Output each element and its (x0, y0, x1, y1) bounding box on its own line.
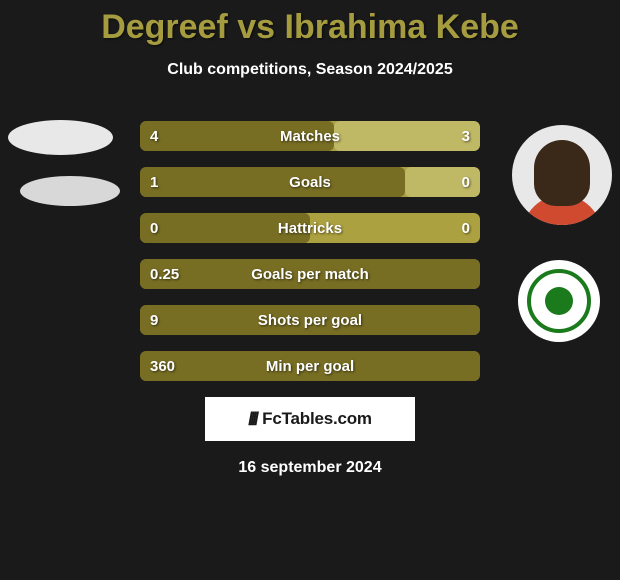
stats-section: 4Matches31Goals00Hattricks00.25Goals per… (0, 79, 620, 477)
stat-value-right: 3 (462, 121, 470, 151)
brand-text: FcTables.com (262, 409, 372, 429)
stat-row: 0.25Goals per match (140, 259, 480, 289)
stat-label: Min per goal (140, 351, 480, 381)
brand-wave-icon: //// (248, 409, 256, 430)
stat-label: Shots per goal (140, 305, 480, 335)
footer-brand: //// FcTables.com (205, 397, 415, 441)
stat-value-right: 0 (462, 213, 470, 243)
stats-bars: 4Matches31Goals00Hattricks00.25Goals per… (140, 99, 480, 381)
stat-label: Hattricks (140, 213, 480, 243)
page-subtitle: Club competitions, Season 2024/2025 (0, 61, 620, 79)
stat-row: 1Goals0 (140, 167, 480, 197)
stat-label: Matches (140, 121, 480, 151)
stat-row: 9Shots per goal (140, 305, 480, 335)
stat-row: 4Matches3 (140, 121, 480, 151)
stat-row: 360Min per goal (140, 351, 480, 381)
stat-label: Goals per match (140, 259, 480, 289)
page-title: Degreef vs Ibrahima Kebe (0, 0, 620, 47)
stat-label: Goals (140, 167, 480, 197)
stat-row: 0Hattricks0 (140, 213, 480, 243)
stat-value-right: 0 (462, 167, 470, 197)
footer-date: 16 september 2024 (0, 459, 620, 477)
